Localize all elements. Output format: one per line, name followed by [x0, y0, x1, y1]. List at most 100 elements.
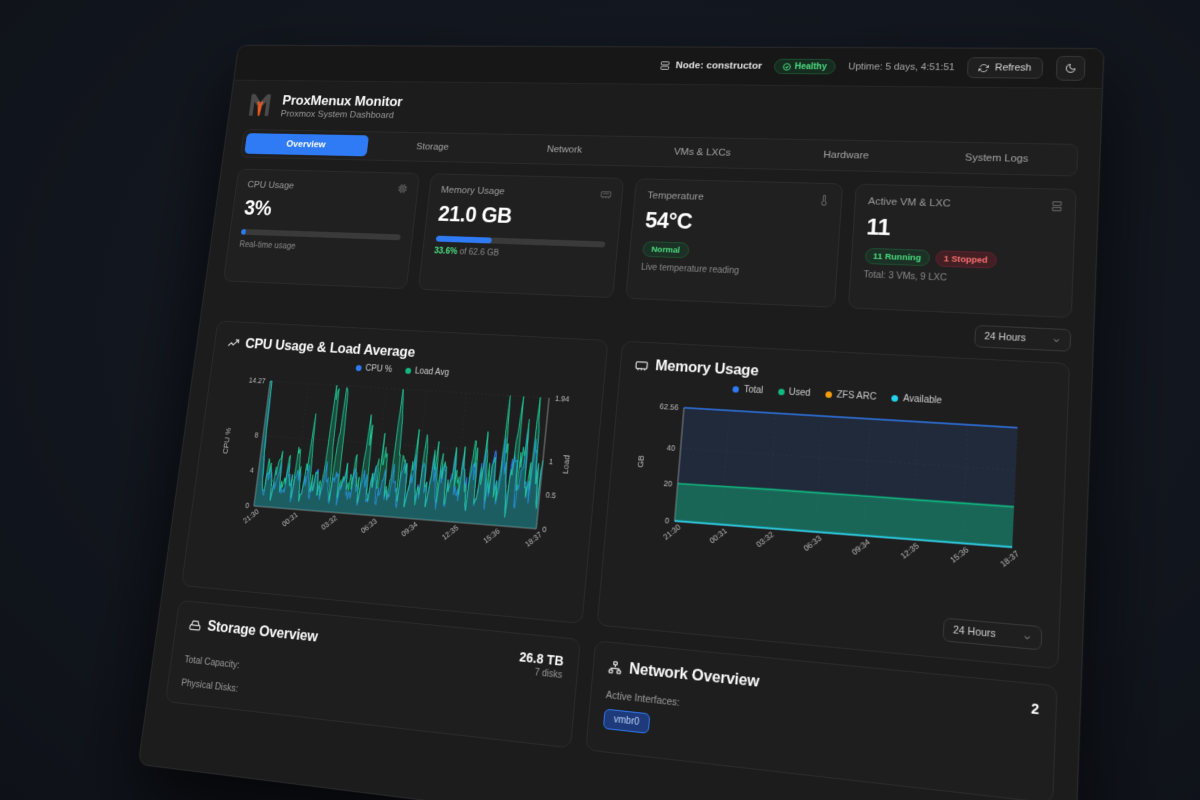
panel-network-overview: Network Overview 2 Active Interfaces: vm… [585, 640, 1058, 800]
chevron-down-icon [1022, 632, 1032, 642]
network-kpi: 2 [1031, 700, 1040, 717]
panel-memory-chart: Memory Usage Total Used ZF [596, 340, 1070, 670]
network-interface-chip[interactable]: vmbr0 [602, 708, 651, 734]
chart-grid: CPU Usage & Load Average CPU % Load Avg … [181, 320, 1070, 670]
network-title-row: Network Overview [608, 658, 760, 692]
memory-stick-icon [600, 188, 612, 204]
panel-storage-overview: Storage Overview 26.8 TB 7 disks Total C… [165, 599, 581, 749]
storage-kpi-value: 26.8 TB [518, 649, 565, 669]
thermometer-icon [817, 194, 830, 210]
tab-system-logs[interactable]: System Logs [964, 152, 1029, 165]
svg-text:12:35: 12:35 [898, 541, 921, 562]
card-active-vm-lxc: Active VM & LXC 11 11 Running 1 Stopped … [847, 183, 1077, 319]
legend-dot-cpu [355, 364, 362, 372]
tab-overview[interactable]: Overview [244, 133, 369, 157]
refresh-icon [979, 63, 990, 73]
svg-text:03:32: 03:32 [320, 513, 339, 532]
legend-label-load: Load Avg [414, 366, 450, 378]
svg-text:Load: Load [561, 454, 572, 474]
vm-running-badge: 11 Running [864, 247, 930, 267]
refresh-label: Refresh [994, 62, 1032, 74]
node-label: Node: constructor [675, 60, 763, 72]
temperature-card-label: Temperature [647, 190, 705, 203]
check-circle-icon [783, 63, 792, 71]
legend-dot-available [891, 394, 899, 402]
time-range-value-memory: 24 Hours [952, 624, 997, 641]
svg-text:00:31: 00:31 [280, 510, 299, 529]
server-stack-icon [1050, 200, 1063, 217]
svg-text:06:33: 06:33 [359, 516, 378, 535]
svg-text:1.94: 1.94 [555, 394, 570, 404]
memory-total: of 62.6 GB [459, 247, 500, 259]
proxmenux-logo [248, 94, 272, 116]
svg-text:40: 40 [666, 443, 675, 453]
svg-text:14.27: 14.27 [248, 376, 266, 386]
temperature-card-value: 54°C [644, 208, 694, 235]
card-cpu-usage: CPU Usage 3% Real-time usage [222, 168, 420, 290]
svg-text:1: 1 [549, 457, 554, 467]
server-icon [660, 61, 671, 71]
svg-text:00:31: 00:31 [707, 526, 728, 546]
svg-text:18:37: 18:37 [523, 530, 543, 549]
legend-item-load: Load Avg [404, 366, 450, 378]
legend-item-cpu: CPU % [355, 363, 393, 375]
network-title: Network Overview [628, 660, 760, 691]
memory-chart-title: Memory Usage [654, 357, 760, 380]
tab-network[interactable]: Network [546, 144, 583, 156]
moon-icon [1065, 63, 1077, 74]
chevron-down-icon [1052, 335, 1061, 344]
hard-drive-icon [188, 618, 202, 632]
svg-text:15:36: 15:36 [948, 544, 971, 565]
svg-text:0: 0 [664, 516, 669, 526]
cpu-progress-track [240, 228, 401, 241]
main-content: CPU Usage 3% Real-time usage [139, 157, 1099, 800]
svg-text:62.56: 62.56 [659, 402, 679, 413]
storage-title: Storage Overview [206, 617, 319, 646]
time-range-select-top[interactable]: 24 Hours [974, 324, 1072, 352]
card-memory-usage: Memory Usage 21.0 GB 33.6% of 62.6 GB [417, 173, 625, 299]
network-head-row: Network Overview 2 [608, 658, 1040, 720]
svg-text:CPU %: CPU % [221, 427, 233, 454]
svg-text:15:36: 15:36 [481, 526, 501, 545]
legend-item-available: Available [891, 393, 942, 406]
status-badge-label: Healthy [794, 61, 828, 72]
legend-dot-load [404, 367, 412, 375]
memory-card-footer: 33.6% of 62.6 GB [434, 247, 605, 263]
page-title: ProxMenux Monitor [281, 92, 404, 109]
cpu-chip-icon [396, 183, 408, 198]
vm-badge-group: 11 Running 1 Stopped [864, 247, 1059, 271]
memory-progress-fill [435, 235, 492, 244]
legend-dot-used [777, 388, 785, 396]
vm-stopped-badge: 1 Stopped [934, 250, 997, 269]
memory-card-label: Memory Usage [440, 185, 506, 197]
svg-text:06:33: 06:33 [802, 533, 824, 553]
tab-hardware[interactable]: Hardware [823, 149, 870, 162]
svg-text:12:35: 12:35 [440, 523, 460, 542]
time-range-select-memory[interactable]: 24 Hours [942, 617, 1043, 651]
card-temperature: Temperature 54°C Normal Live temperature… [625, 178, 843, 308]
theme-toggle-button[interactable] [1055, 55, 1086, 81]
refresh-button[interactable]: Refresh [967, 57, 1044, 79]
legend-dot-total [732, 386, 740, 393]
svg-text:09:34: 09:34 [399, 520, 419, 539]
tab-vms-lxcs[interactable]: VMs & LXCs [673, 146, 732, 159]
legend-label-cpu: CPU % [364, 363, 393, 375]
memory-percent: 33.6% [433, 246, 458, 257]
cpu-card-footer: Real-time usage [238, 240, 296, 252]
legend-label-total: Total [743, 384, 764, 396]
vm-card-label: Active VM & LXC [867, 196, 951, 210]
memory-icon [634, 358, 648, 372]
svg-text:20: 20 [663, 479, 672, 489]
temperature-card-footer: Live temperature reading [640, 262, 740, 277]
legend-label-available: Available [902, 393, 943, 407]
legend-dot-zfs-arc [825, 391, 833, 399]
legend-label-used: Used [788, 387, 811, 399]
temperature-status-badge: Normal [642, 241, 690, 259]
page-subtitle: Proxmox System Dashboard [280, 108, 395, 121]
svg-text:09:34: 09:34 [850, 537, 872, 557]
legend-item-total: Total [732, 384, 764, 396]
svg-text:03:32: 03:32 [754, 529, 776, 549]
tab-storage[interactable]: Storage [415, 141, 450, 153]
